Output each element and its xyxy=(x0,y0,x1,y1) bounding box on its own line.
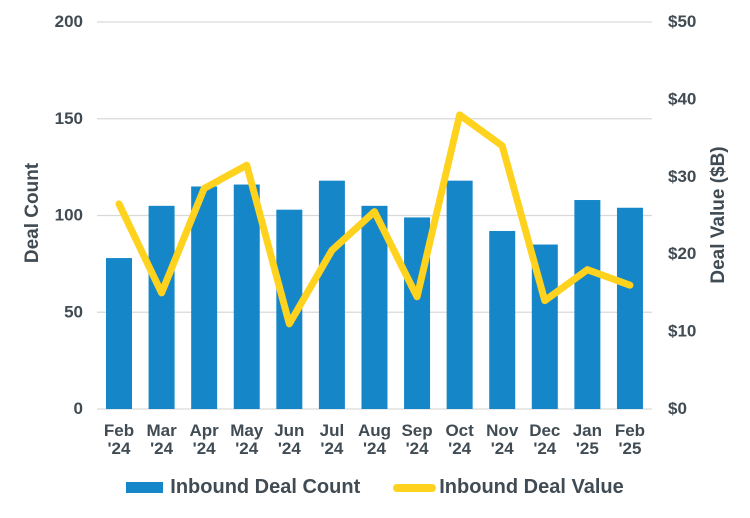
right-axis-tick-40: $40 xyxy=(668,89,696,108)
legend-item-inbound-deal-count: Inbound Deal Count xyxy=(126,476,360,499)
right-axis-tick-50: $50 xyxy=(668,12,696,31)
x-axis-label-dec-24: Dec '24 xyxy=(529,421,560,458)
bar-feb-25 xyxy=(616,207,643,409)
bar-apr-24 xyxy=(191,186,218,409)
left-axis-title: Deal Count xyxy=(22,162,43,264)
x-axis-label-jan-25: Jan '25 xyxy=(573,421,602,458)
x-axis-label-jun-24: Jun '24 xyxy=(274,421,304,458)
bar-series-swatch-icon xyxy=(126,482,164,493)
bar-jul-24 xyxy=(318,180,345,409)
x-axis-label-apr-24: Apr '24 xyxy=(190,421,220,458)
x-axis-label-oct-24: Oct '24 xyxy=(445,421,474,458)
inbound-deal-value-line xyxy=(115,111,634,328)
bar-may-24 xyxy=(233,184,260,409)
legend-label-deal-count: Inbound Deal Count xyxy=(170,476,361,498)
x-axis-label-feb-25: Feb '25 xyxy=(615,421,645,458)
bar-nov-24 xyxy=(489,230,516,409)
bar-oct-24 xyxy=(446,180,473,409)
x-axis-label-jul-24: Jul '24 xyxy=(320,421,345,458)
right-axis-title: Deal Value ($B) xyxy=(708,146,729,284)
x-axis-label-sep-24: Sep '24 xyxy=(401,421,432,458)
x-axis-label-aug-24: Aug '24 xyxy=(358,421,391,458)
right-axis-tick-30: $30 xyxy=(668,167,696,186)
right-axis-tick-0: $0 xyxy=(668,399,687,418)
left-axis-tick-50: 50 xyxy=(64,302,83,321)
left-axis-tick-100: 100 xyxy=(55,206,83,225)
left-axis-tick-150: 150 xyxy=(55,109,83,128)
x-axis-label-nov-24: Nov '24 xyxy=(486,421,519,458)
legend-label-deal-value: Inbound Deal Value xyxy=(439,476,624,498)
bar-feb-24 xyxy=(106,258,132,409)
x-axis-label-feb-24: Feb '24 xyxy=(104,421,134,458)
right-axis-tick-20: $20 xyxy=(668,244,696,263)
left-axis-tick-0: 0 xyxy=(74,399,83,418)
x-axis-label-mar-24: Mar '24 xyxy=(146,421,177,458)
right-axis-tick-10: $10 xyxy=(668,322,696,341)
x-axis-label-may-24: May '24 xyxy=(230,421,264,458)
legend-item-inbound-deal-value: Inbound Deal Value xyxy=(393,476,624,499)
bar-jan-25 xyxy=(574,200,601,409)
left-axis-tick-200: 200 xyxy=(55,12,83,31)
bar-aug-24 xyxy=(361,205,388,409)
legend: Inbound Deal Count Inbound Deal Value xyxy=(0,476,750,499)
line-series-swatch-icon xyxy=(393,483,437,492)
bar-mar-24 xyxy=(148,205,175,409)
